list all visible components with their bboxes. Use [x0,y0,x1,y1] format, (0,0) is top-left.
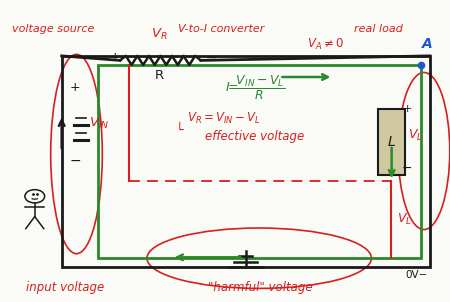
Text: 0V−: 0V− [405,270,428,280]
Text: L: L [388,135,396,149]
Bar [62,56,430,267]
Text: −: − [205,50,217,64]
Text: $V_R$: $V_R$ [151,27,167,42]
Text: +: + [70,81,81,94]
Text: +: + [109,51,120,64]
Text: −: − [402,162,413,175]
Text: $V_{IN}$: $V_{IN}$ [89,116,109,131]
Text: A: A [422,37,433,51]
Text: $I \!\!=\!\! \dfrac{V_{IN} - V_L}{R}$: $I \!\!=\!\! \dfrac{V_{IN} - V_L}{R}$ [225,74,285,101]
Text: real load: real load [354,24,403,34]
Text: input voltage: input voltage [26,281,104,294]
Text: $V_L$: $V_L$ [408,128,423,143]
Bar [378,109,405,175]
Text: └: └ [176,124,184,137]
Text: −: − [69,154,81,168]
Bar [98,65,421,258]
Text: $V_L$: $V_L$ [397,212,412,227]
Text: R: R [154,69,164,82]
Text: voltage source: voltage source [12,24,94,34]
Text: $V_R = V_{IN} - V_L$: $V_R = V_{IN} - V_L$ [187,111,261,127]
Text: "harmful" voltage: "harmful" voltage [208,281,313,294]
Text: effective voltage: effective voltage [205,130,305,143]
Text: $V_A \neq 0$: $V_A \neq 0$ [306,37,344,53]
Text: +: + [403,104,412,114]
Text: V-to-I converter: V-to-I converter [178,24,264,34]
